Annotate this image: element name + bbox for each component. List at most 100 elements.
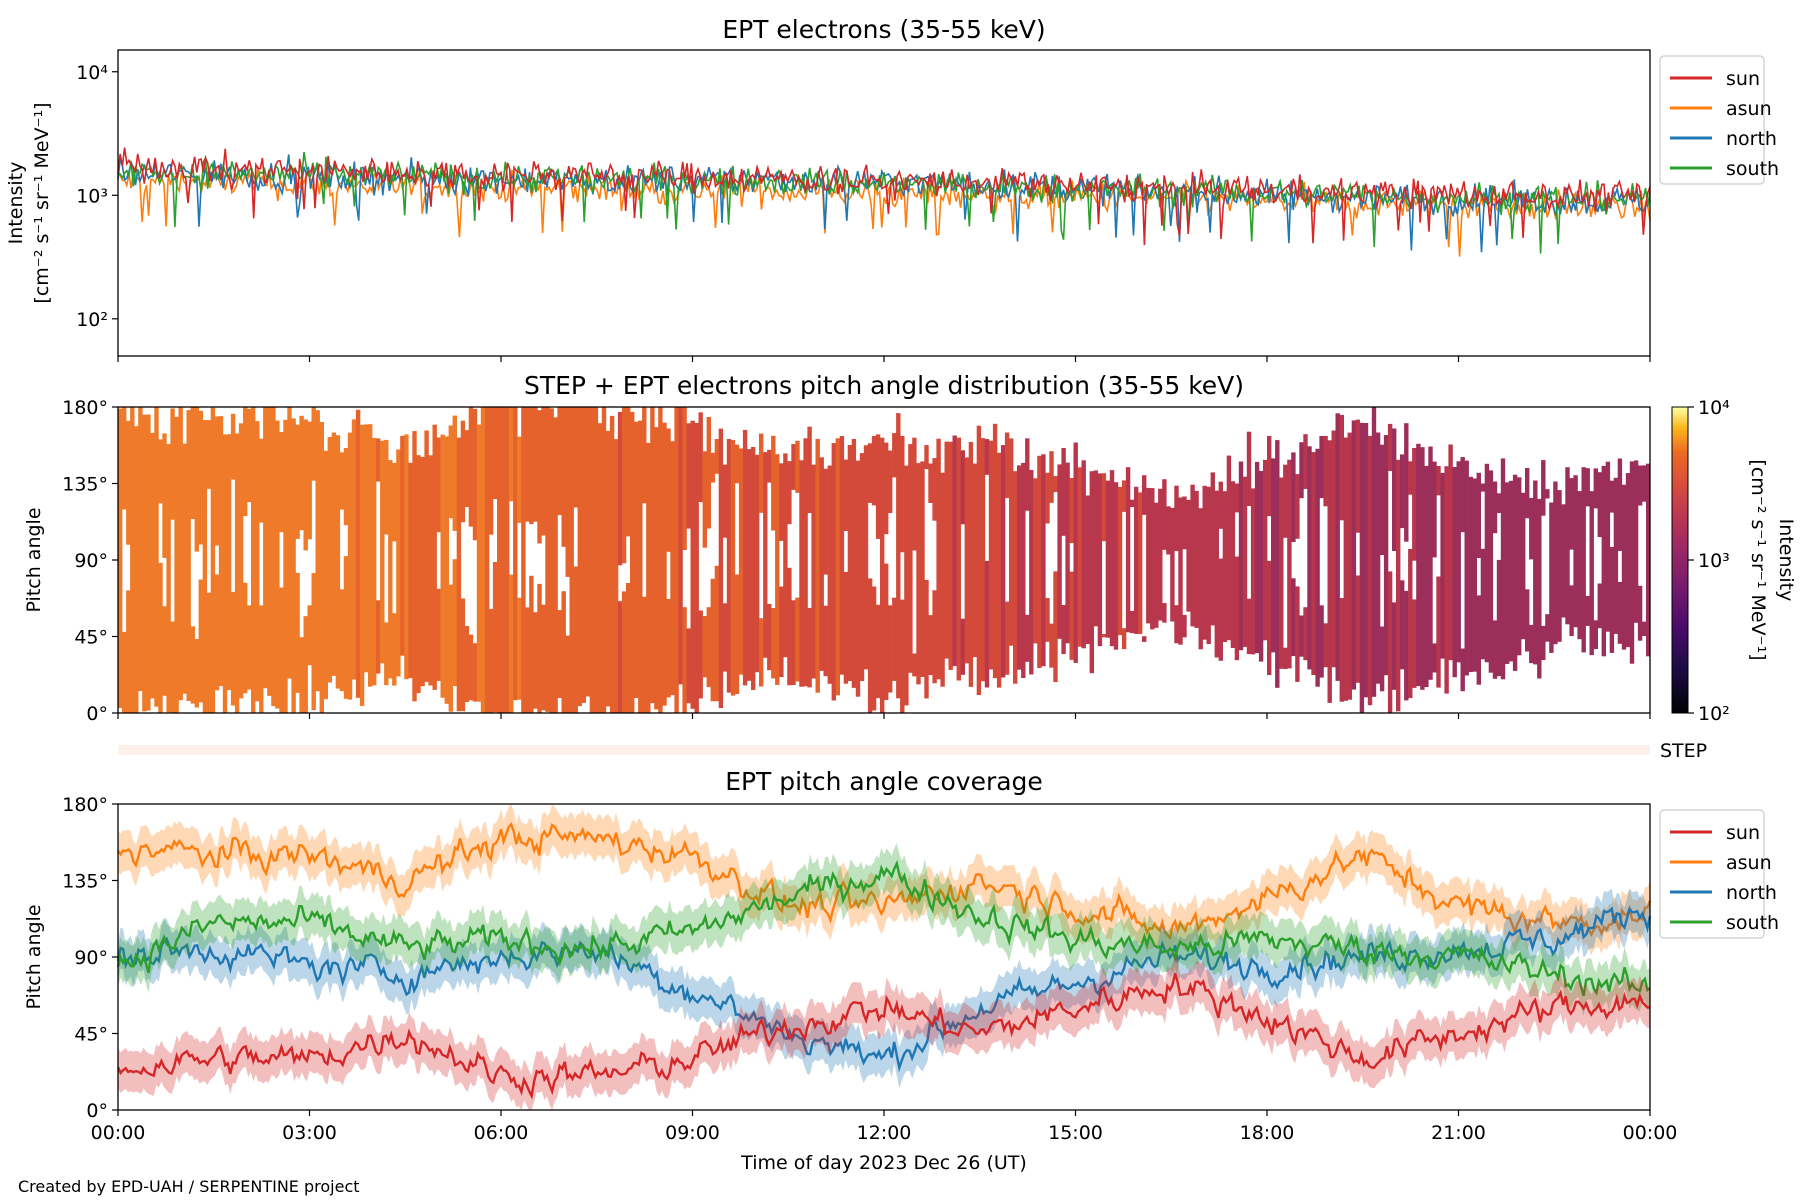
- heatmap-cell: [501, 407, 506, 713]
- heatmap-cell: [234, 433, 240, 713]
- heatmap-cell: [722, 603, 728, 672]
- heatmap-cell: [299, 415, 304, 531]
- heatmap-cell: [843, 571, 849, 684]
- heatmap-cell: [565, 635, 570, 713]
- heatmap-cell: [1073, 442, 1078, 663]
- panel1-plot-area: [117, 147, 1651, 257]
- heatmap-cell: [1061, 448, 1066, 536]
- heatmap-cell: [359, 424, 365, 706]
- heatmap-cell: [601, 407, 607, 713]
- heatmap-cell: [541, 604, 546, 711]
- heatmap-cell: [1045, 598, 1050, 642]
- y-tick-label: 45°: [74, 1024, 108, 1046]
- y-tick-label: 10²: [76, 309, 108, 331]
- y-tick-label: 90°: [74, 947, 108, 969]
- heatmap-cell: [1295, 474, 1300, 539]
- heatmap-cell: [1379, 626, 1385, 692]
- heatmap-cell: [436, 437, 441, 533]
- heatmap-cell: [1295, 586, 1300, 682]
- heatmap-cell: [1440, 472, 1445, 659]
- heatmap-cell: [1275, 440, 1280, 688]
- heatmap-cell: [1230, 481, 1236, 648]
- heatmap-cell: [1254, 461, 1260, 654]
- heatmap-cell: [460, 598, 466, 712]
- heatmap-cell: [1565, 467, 1570, 625]
- heatmap-cell: [1387, 571, 1393, 713]
- heatmap-cell: [976, 425, 982, 695]
- heatmap-cell: [509, 407, 514, 502]
- heatmap-cell: [1351, 420, 1357, 690]
- heatmap-cell: [1468, 476, 1473, 672]
- heatmap-cell: [444, 436, 449, 704]
- heatmap-cell: [372, 438, 377, 686]
- panel1-title: EPT electrons (35-55 keV): [722, 15, 1045, 44]
- heatmap-cell: [1081, 460, 1086, 649]
- heatmap-cell: [1549, 502, 1554, 653]
- heatmap-cell: [472, 643, 478, 702]
- heatmap-cell: [1339, 598, 1344, 702]
- heatmap-cell: [819, 457, 824, 671]
- heatmap-cell: [210, 407, 216, 713]
- x-tick-label: 09:00: [665, 1122, 720, 1144]
- heatmap-cell: [1609, 546, 1615, 653]
- heatmap-cell: [392, 463, 397, 542]
- heatmap-cell: [1545, 489, 1550, 499]
- heatmap-cell: [464, 626, 470, 702]
- panel1-x-ticks: [117, 356, 1651, 362]
- heatmap-cell: [162, 606, 167, 696]
- heatmap-cell: [1004, 601, 1010, 675]
- heatmap-cell: [710, 578, 715, 702]
- heatmap-cell: [166, 444, 171, 713]
- heatmap-cell: [593, 407, 599, 713]
- x-tick-label: 12:00: [857, 1122, 912, 1144]
- heatmap-cell: [363, 424, 369, 673]
- heatmap-cell: [573, 407, 578, 508]
- heatmap-cell: [460, 420, 466, 523]
- heatmap-cell: [1250, 488, 1256, 655]
- heatmap-cell: [609, 415, 615, 713]
- heatmap-cell: [230, 413, 236, 480]
- heatmap-cell: [702, 616, 707, 678]
- heatmap-cell: [1214, 490, 1219, 658]
- heatmap-cell: [1146, 487, 1151, 624]
- heatmap-cell: [1557, 490, 1562, 642]
- heatmap-cell: [1383, 435, 1389, 676]
- heatmap-cell: [932, 458, 937, 521]
- heatmap-cell: [238, 423, 244, 699]
- heatmap-cell: [1436, 576, 1441, 688]
- heatmap-cell: [1371, 407, 1377, 697]
- panel2-y-ticks: 0° 45° 90° 135° 180°: [62, 397, 118, 725]
- heatmap-cell: [888, 605, 893, 693]
- band-north: [118, 888, 1650, 1089]
- heatmap-cell: [525, 407, 530, 522]
- heatmap-cell: [1307, 446, 1312, 670]
- heatmap-cell: [1436, 466, 1441, 496]
- heatmap-cell: [1492, 620, 1498, 679]
- heatmap-cell: [1432, 643, 1437, 673]
- heatmap-cell: [964, 457, 969, 664]
- heatmap-cell: [307, 421, 312, 540]
- heatmap-cell: [827, 465, 832, 684]
- heatmap-cell: [1529, 497, 1534, 560]
- heatmap-cell: [1444, 466, 1449, 694]
- heatmap-cell: [243, 582, 248, 694]
- heatmap-cell: [222, 434, 228, 713]
- heatmap-cell: [1077, 467, 1082, 647]
- heatmap-cell: [1004, 432, 1010, 499]
- heatmap-cell: [1061, 605, 1066, 655]
- heatmap-cell: [1279, 477, 1284, 669]
- heatmap-cell: [1609, 480, 1615, 513]
- heatmap-cell: [484, 407, 490, 713]
- heatmap-cell: [807, 607, 812, 688]
- heatmap-cell: [343, 556, 349, 699]
- y-tick-label: 180°: [62, 397, 108, 419]
- series-line-south: [117, 151, 1651, 254]
- heatmap-cell: [126, 420, 131, 545]
- y-tick-label: 135°: [62, 474, 108, 496]
- heatmap-cell: [577, 407, 582, 706]
- heatmap-cell: [1408, 549, 1413, 699]
- heatmap-cell: [1392, 428, 1397, 551]
- heatmap-cell: [759, 433, 764, 513]
- heatmap-cell: [718, 428, 724, 709]
- heatmap-cell: [335, 435, 341, 689]
